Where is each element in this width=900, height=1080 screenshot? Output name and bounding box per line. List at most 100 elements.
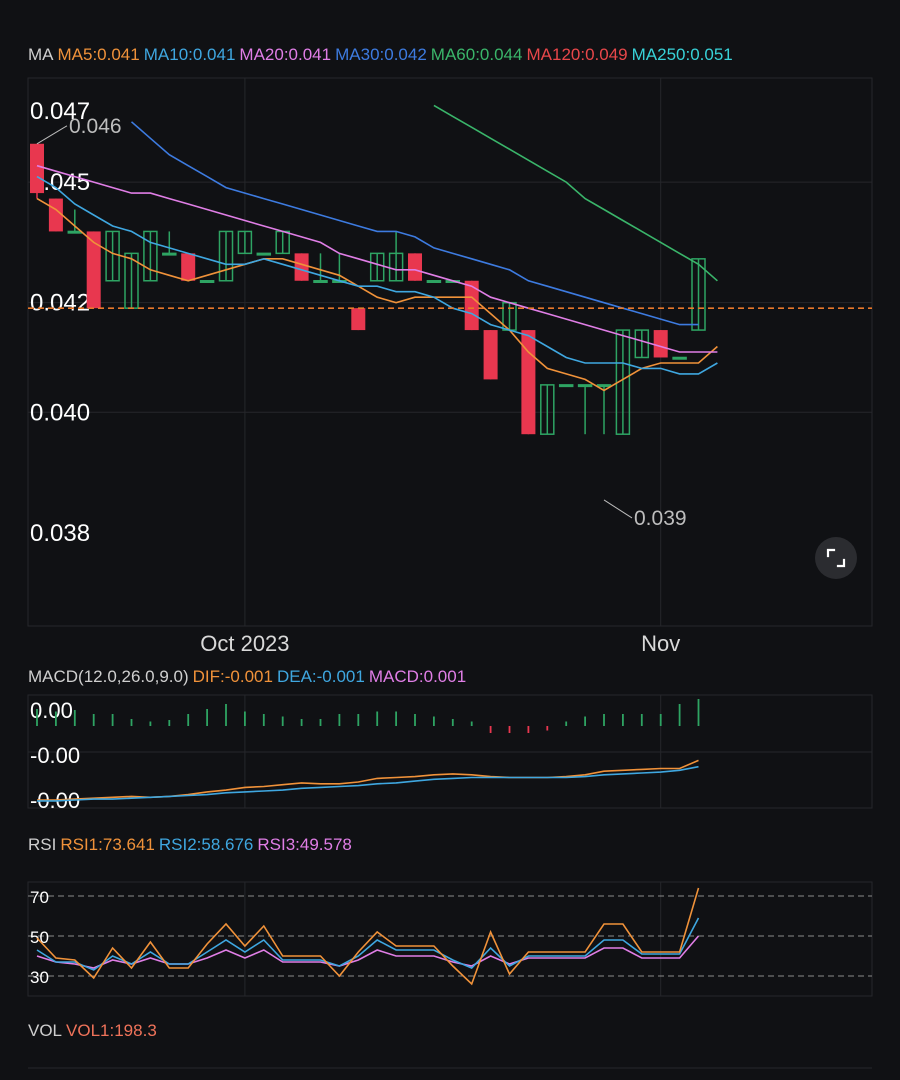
- candle: [558, 384, 574, 388]
- y-tick-label: 0.038: [30, 520, 90, 547]
- candle: [672, 356, 687, 360]
- candle-body: [294, 253, 309, 281]
- y-tick-label: 0.040: [30, 399, 90, 426]
- candle-body: [634, 329, 650, 359]
- macd-chart[interactable]: 0.00-0.00-0.00: [0, 690, 900, 840]
- macd-histogram-bar: [603, 714, 605, 726]
- macd-legend: MACD(12.0,26.0,9.0) DIF:-0.001 DEA:-0.001 M…: [28, 667, 470, 687]
- macd-histogram-bar: [36, 709, 38, 726]
- rsi2-line: [36, 917, 700, 971]
- candle: [615, 329, 631, 435]
- macd-legend-title: MACD(12.0,26.0,9.0): [28, 667, 189, 686]
- candle: [313, 253, 328, 284]
- candle: [218, 230, 234, 282]
- annotation-leader: [36, 125, 68, 145]
- macd-histogram-bar: [187, 714, 190, 726]
- macd-histogram-bar: [244, 711, 246, 726]
- candle-body: [464, 280, 479, 331]
- macd-histogram-bar: [319, 719, 322, 726]
- candle-body: [540, 384, 555, 435]
- candle: [237, 230, 253, 255]
- macd-histogram-bar: [206, 709, 208, 726]
- macd-legend-item: DIF:-0.001: [192, 667, 273, 686]
- ma30-line: [130, 121, 699, 326]
- macd-histogram-bar: [433, 716, 435, 726]
- candle: [162, 231, 177, 256]
- candle-body: [653, 330, 668, 358]
- ma-legend-title: MA: [28, 45, 54, 64]
- candle-body: [558, 384, 574, 388]
- ma-legend-item: MA20:0.041: [239, 45, 332, 64]
- rsi-frame: [27, 881, 873, 997]
- ma-legend-item: MA10:0.041: [143, 45, 236, 64]
- annotation-label: 0.039: [634, 507, 687, 530]
- candle: [634, 329, 650, 359]
- candle-body: [521, 330, 536, 435]
- expand-icon: [826, 548, 846, 568]
- macd-histogram-bar: [92, 714, 95, 726]
- x-tick-label: Oct 2023: [200, 631, 289, 656]
- vol-legend-title: VOL: [28, 1021, 63, 1040]
- candle-body: [181, 253, 196, 281]
- macd-histogram-bar: [414, 714, 416, 726]
- rsi-legend-title: RSI: [28, 835, 57, 854]
- macd-histogram-bar: [168, 720, 171, 726]
- main-frame: [27, 77, 873, 627]
- candle: [351, 308, 366, 331]
- macd-legend-item: MACD:0.001: [368, 667, 467, 686]
- volume-chart[interactable]: [0, 1050, 900, 1080]
- ma20-line: [36, 164, 718, 353]
- candle: [86, 231, 101, 309]
- candle-body: [596, 384, 612, 388]
- y-tick-label: -0.00: [30, 743, 80, 768]
- rsi1-line: [36, 887, 700, 986]
- candle: [464, 280, 479, 331]
- macd-histogram-bar: [111, 714, 114, 726]
- macd-histogram-bar: [622, 714, 624, 726]
- macd-histogram-bar: [584, 716, 586, 726]
- macd-histogram-bar: [357, 714, 360, 726]
- macd-histogram-bar: [376, 711, 379, 726]
- main-grid: [27, 77, 873, 627]
- candle-body: [218, 230, 234, 282]
- candle: [408, 253, 422, 281]
- candle-body: [105, 230, 120, 282]
- ma-legend: MA MA5:0.041 MA10:0.041 MA20:0.041 MA30:0.04…: [28, 45, 737, 65]
- candle: [388, 231, 404, 282]
- rsi-legend-item: RSI3:49.578: [257, 835, 352, 854]
- candle-body: [615, 329, 631, 435]
- candle: [105, 230, 120, 282]
- macd-histogram-bar: [678, 704, 681, 726]
- candle-body: [48, 198, 63, 232]
- vol-legend-item: VOL1:198.3: [66, 1021, 157, 1040]
- vol-legend: VOL VOL1:198.3: [28, 1021, 161, 1041]
- macd-histogram-bar: [338, 714, 341, 726]
- y-tick-label: 0.042: [30, 290, 90, 317]
- macd-histogram-bar: [281, 716, 284, 726]
- ma-legend-item: MA250:0.051: [631, 45, 733, 64]
- candle-body: [67, 230, 83, 234]
- candle: [426, 280, 442, 284]
- ma5-line: [36, 197, 718, 392]
- fullscreen-button[interactable]: [815, 537, 857, 579]
- candle-body: [426, 280, 442, 284]
- candle: [596, 384, 612, 435]
- candle: [30, 143, 44, 199]
- candle-body: [86, 231, 101, 309]
- candle: [521, 330, 536, 435]
- candle-body: [237, 230, 253, 255]
- ma10-line: [36, 175, 718, 375]
- macd-histogram-bar: [489, 726, 492, 733]
- rsi3-line: [36, 935, 700, 969]
- rsi-legend-item: RSI2:58.676: [158, 835, 254, 854]
- y-tick-label: 50: [30, 928, 49, 947]
- macd-histogram-bar: [697, 699, 700, 726]
- rsi-chart[interactable]: 70 50 30: [0, 870, 900, 1000]
- ma-legend-item: MA30:0.042: [335, 45, 427, 64]
- rsi-legend-item: RSI1:73.641: [60, 835, 155, 854]
- candle-body: [691, 258, 706, 331]
- macd-histogram-bar: [149, 721, 152, 726]
- macd-histogram-bar: [565, 721, 568, 726]
- candle-body: [143, 230, 158, 282]
